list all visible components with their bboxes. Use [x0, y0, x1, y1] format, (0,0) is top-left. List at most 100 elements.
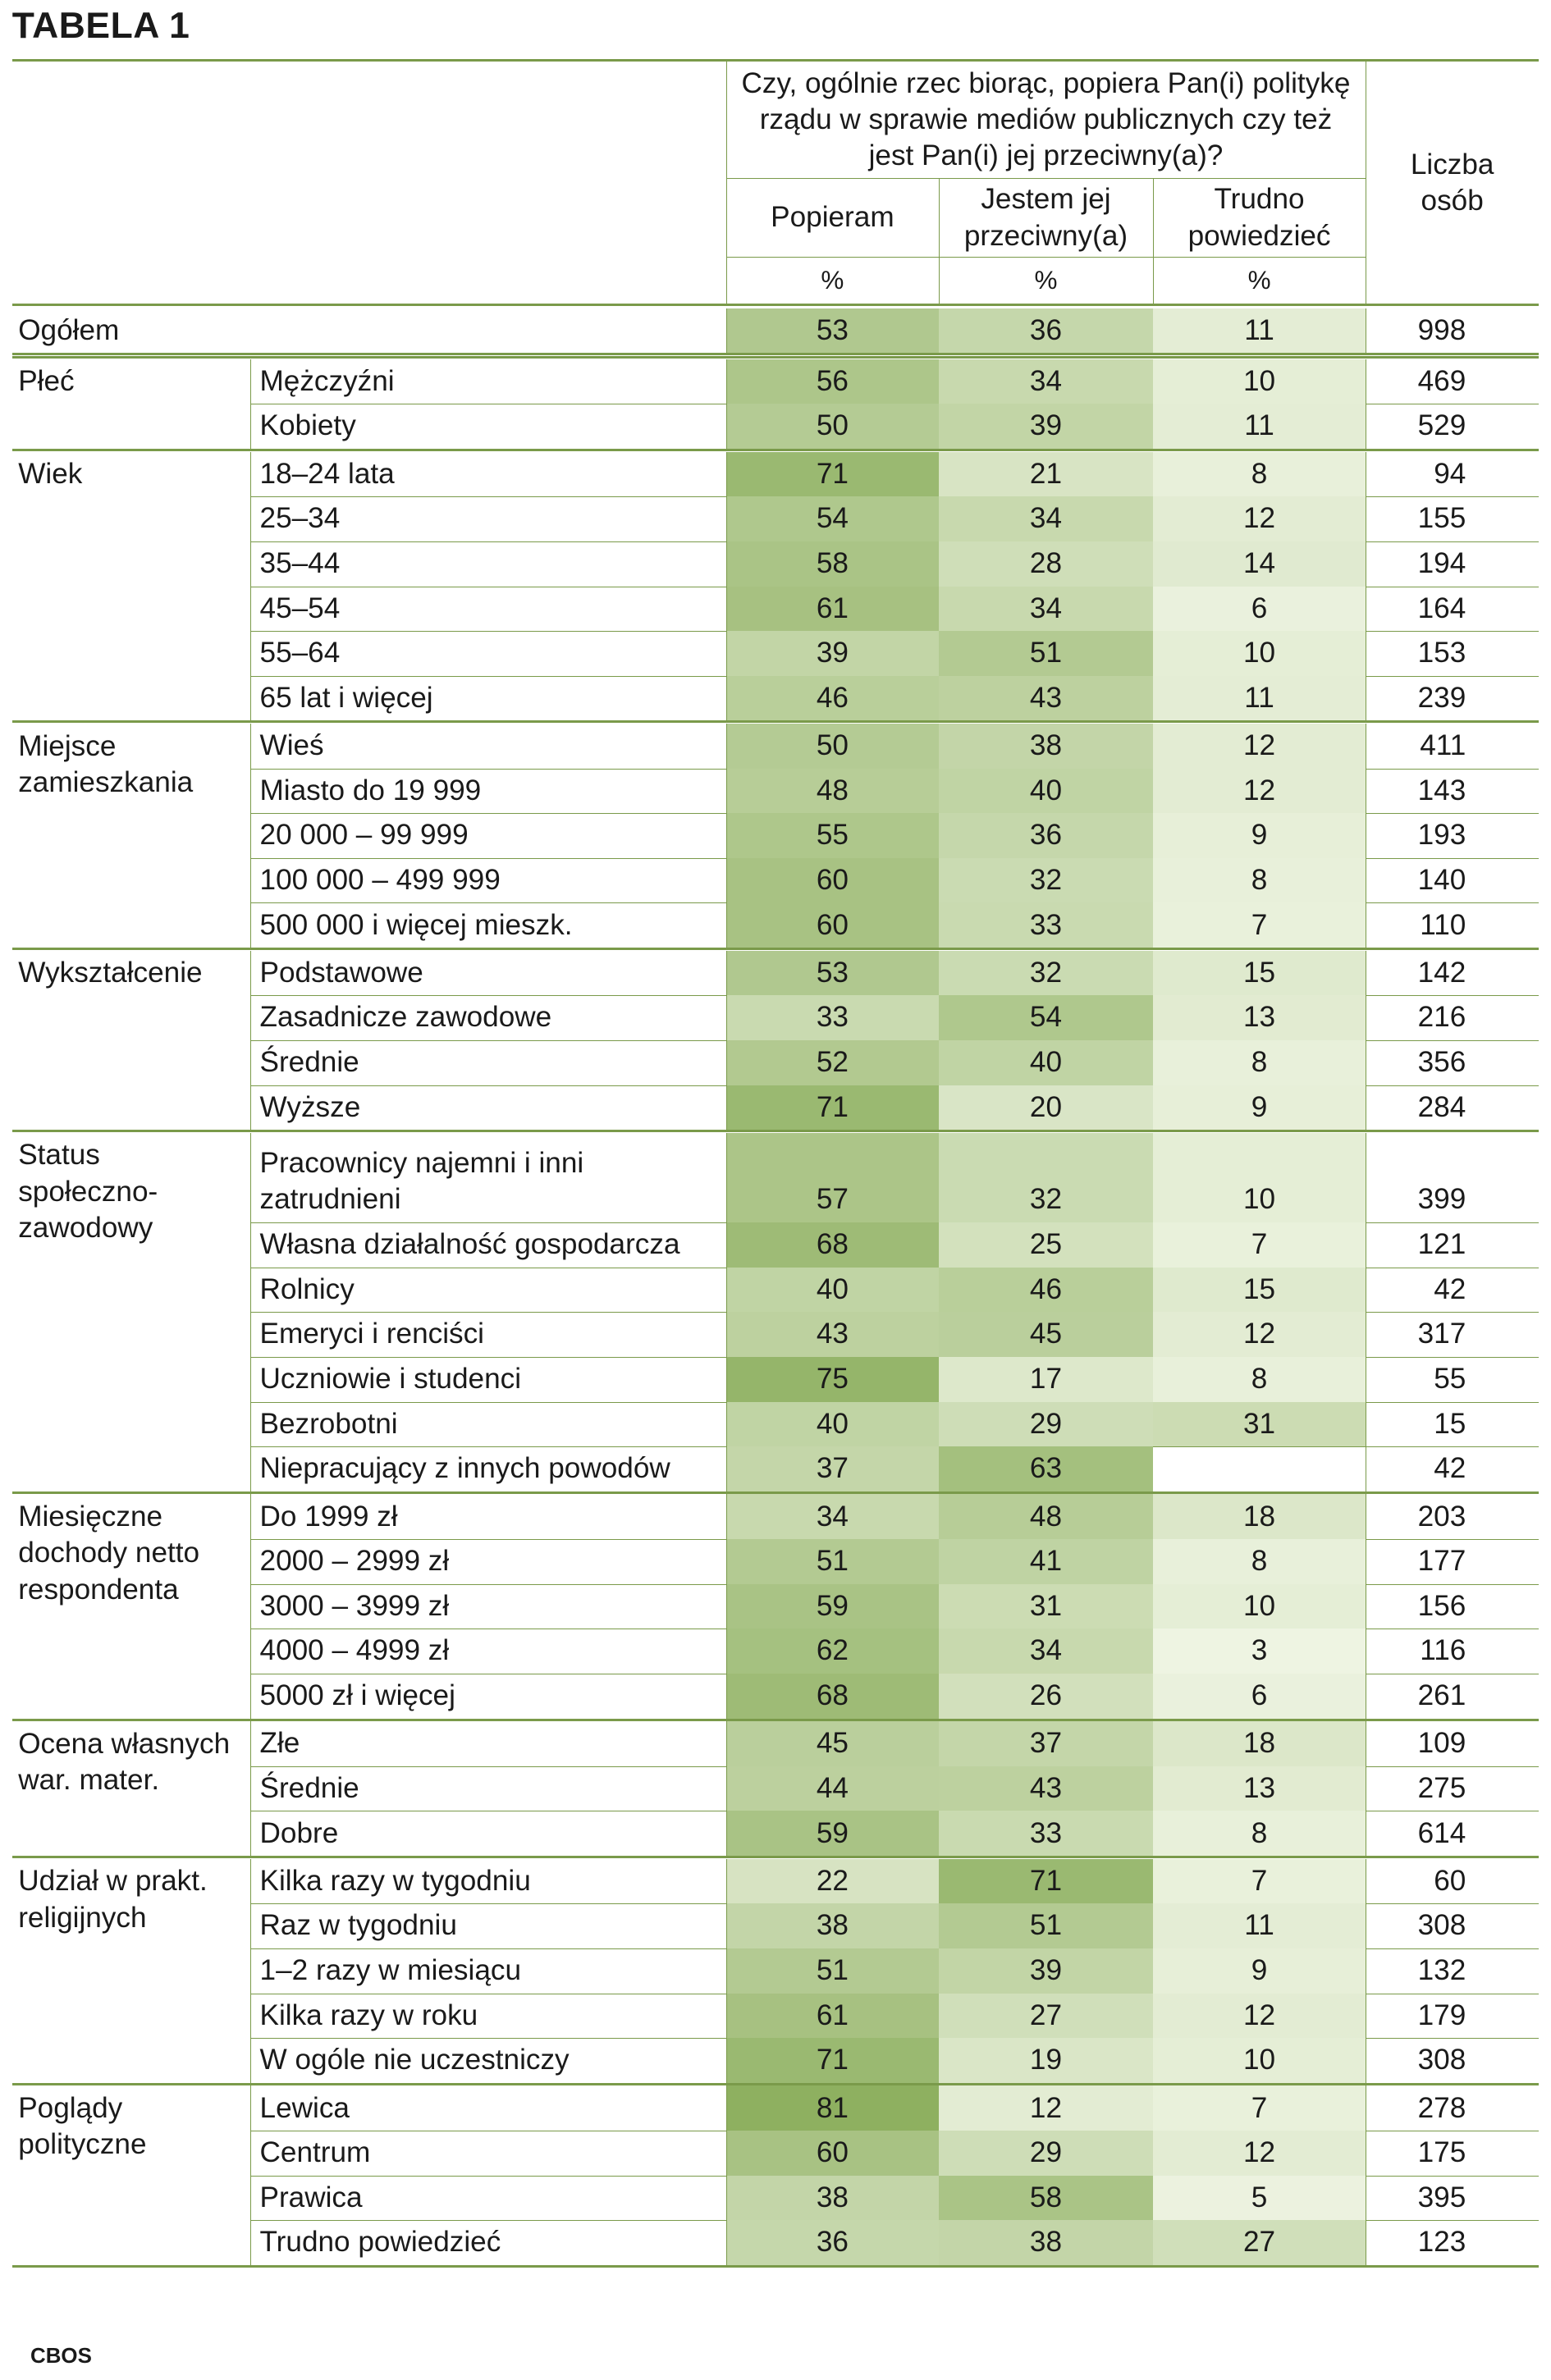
column-rule: [725, 1721, 727, 1857]
value-cell: 71: [725, 1085, 939, 1131]
group-label: Wykształcenie: [18, 957, 203, 989]
count-cell: 203: [1417, 1500, 1466, 1533]
row-label: Rolnicy: [259, 1272, 355, 1305]
count-cell: 239: [1417, 681, 1466, 714]
row-label: Emeryci i renciści: [259, 1318, 484, 1350]
row-label: Bezrobotni: [259, 1407, 398, 1440]
value-cell: 54: [938, 995, 1153, 1040]
unit-label: %: [1247, 266, 1271, 295]
value-cell: 9: [1152, 1948, 1366, 1994]
value-cell: 53: [725, 308, 939, 354]
value-cell: 34: [938, 1629, 1153, 1674]
count-cell: 193: [1417, 819, 1466, 852]
count-cell: 55: [1434, 1363, 1466, 1396]
value-cell: 8: [1152, 1356, 1366, 1402]
count-cell: 123: [1417, 2226, 1466, 2259]
row-label: Prawica: [259, 2181, 363, 2213]
value-cell: 17: [938, 1356, 1153, 1402]
count-cell: 998: [1417, 313, 1466, 346]
row-label: Lewica: [259, 2091, 350, 2124]
value-cell: 34: [938, 586, 1153, 632]
row-label: Centrum: [259, 2136, 371, 2169]
value-cell: 61: [725, 1993, 939, 2039]
count-cell: 395: [1417, 2181, 1466, 2213]
column-rule: [725, 2085, 727, 2265]
header-top-rule: [11, 59, 1540, 62]
value-cell: 50: [725, 404, 939, 449]
group-label: Udział w prakt. religijnych: [18, 1865, 208, 1934]
row-label: Zasadnicze zawodowe: [259, 1001, 552, 1034]
value-cell: 33: [938, 1811, 1153, 1857]
group-rule: [11, 1491, 1540, 1494]
column-header-against: Jestem jej przeciwny(a): [963, 183, 1128, 252]
value-cell: 32: [938, 857, 1153, 903]
value-cell: 38: [725, 2175, 939, 2221]
row-label: 55–64: [259, 637, 341, 669]
value-cell: 39: [725, 631, 939, 676]
value-cell: 34: [938, 359, 1153, 404]
header-bottom-rule: [11, 304, 1540, 306]
count-cell: 275: [1417, 1771, 1466, 1804]
value-cell: 10: [1152, 631, 1366, 676]
count-cell: 15: [1434, 1407, 1466, 1440]
value-cell: 39: [938, 404, 1153, 449]
row-label: Trudno powiedzieć: [259, 2226, 501, 2259]
sub-column-rule: [250, 2085, 251, 2265]
value-cell: 7: [1152, 1858, 1366, 1904]
count-cell: 278: [1417, 2091, 1466, 2124]
value-cell: 22: [725, 1858, 939, 1904]
value-cell: 13: [1152, 1766, 1366, 1811]
sub-column-rule: [250, 359, 251, 449]
value-cell: 36: [938, 308, 1153, 354]
sub-column-rule: [250, 724, 251, 948]
value-cell: 15: [1152, 950, 1366, 996]
value-cell: 38: [938, 724, 1153, 769]
column-rule: [725, 1132, 727, 1491]
value-cell: 10: [1152, 1583, 1366, 1629]
value-cell: 71: [725, 451, 939, 497]
value-cell: 68: [725, 1222, 939, 1268]
count-cell: 116: [1420, 1634, 1466, 1667]
value-cell: 44: [725, 1766, 939, 1811]
group-rule: [11, 1856, 1540, 1858]
value-cell: 20: [938, 1085, 1153, 1131]
value-cell: 37: [725, 1446, 939, 1491]
count-cell: 175: [1417, 2136, 1466, 2169]
value-cell: 12: [1152, 496, 1366, 541]
value-cell: 15: [1152, 1267, 1366, 1313]
column-rule: [725, 1858, 727, 2083]
value-cell: 60: [725, 857, 939, 903]
value-cell: 6: [1152, 1673, 1366, 1719]
row-label: 2000 – 2999 zł: [259, 1545, 450, 1578]
value-cell: 40: [938, 1040, 1153, 1085]
value-cell: 29: [938, 1401, 1153, 1447]
count-cell: 179: [1417, 1999, 1466, 2031]
value-cell: 14: [1152, 541, 1366, 587]
table-title: TABELA 1: [11, 6, 190, 47]
row-label: 65 lat i więcej: [259, 681, 433, 714]
group-rule: [11, 948, 1540, 950]
unit-label: %: [821, 266, 844, 295]
value-cell: 51: [725, 1539, 939, 1584]
count-cell: 142: [1417, 956, 1466, 989]
sub-column-rule: [250, 1494, 251, 1719]
row-label: W ogóle nie uczestniczy: [259, 2044, 570, 2076]
row-label: Miasto do 19 999: [259, 774, 482, 806]
count-cell: 155: [1417, 502, 1466, 535]
value-cell: 13: [1152, 995, 1366, 1040]
value-cell: 50: [725, 724, 939, 769]
value-cell: 9: [1152, 1085, 1366, 1131]
column-rule: [725, 451, 727, 721]
value-cell: 60: [725, 2131, 939, 2176]
total-rule: [11, 353, 1540, 355]
row-label: 4000 – 4999 zł: [259, 1634, 450, 1667]
sub-column-rule: [250, 1132, 251, 1491]
row-label: Wieś: [259, 729, 324, 762]
count-cell: 261: [1417, 1679, 1466, 1711]
row-label: Podstawowe: [259, 956, 423, 989]
value-cell: 75: [725, 1356, 939, 1402]
value-cell: 31: [938, 1583, 1153, 1629]
value-cell: 43: [725, 1312, 939, 1357]
row-label: 100 000 – 499 999: [259, 863, 501, 896]
